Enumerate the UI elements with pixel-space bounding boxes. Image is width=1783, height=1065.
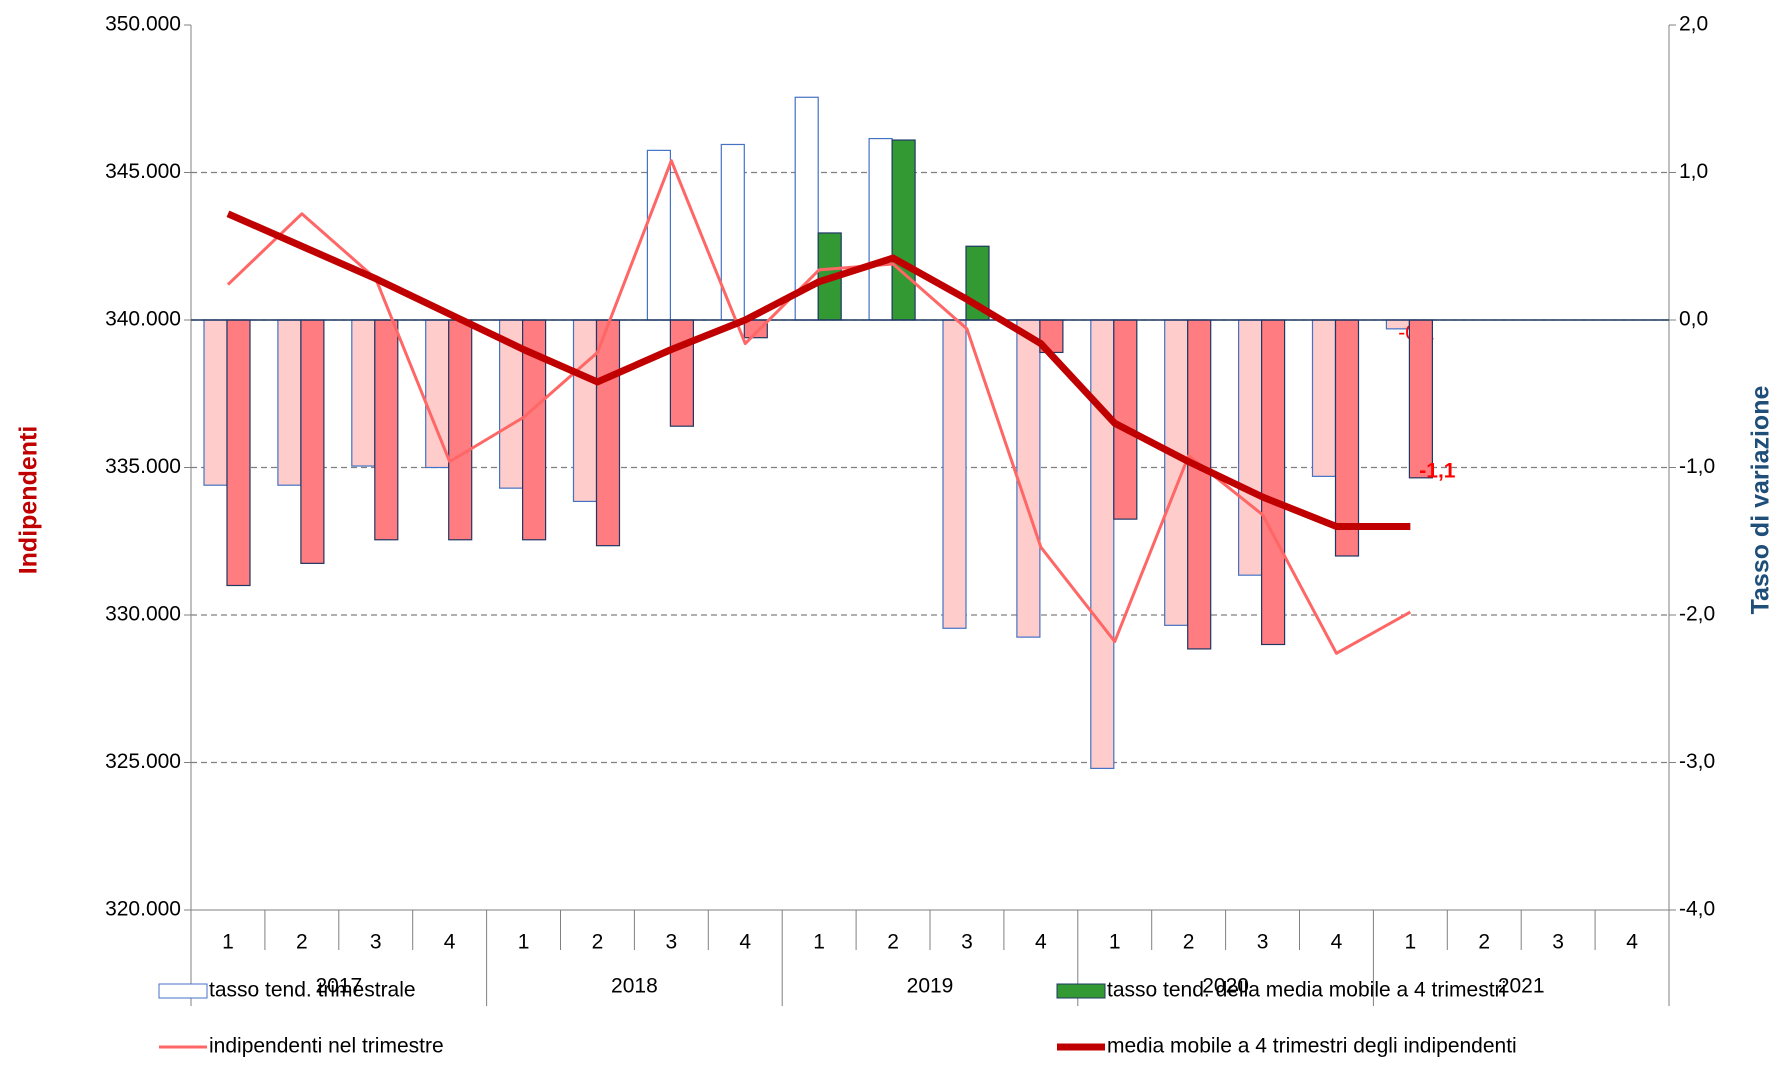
- y2-tick-label: 2,0: [1679, 13, 1708, 36]
- bar: [669, 319, 695, 427]
- y-tick-label: 345.000: [105, 160, 181, 183]
- y-tick-label: 325.000: [105, 750, 181, 773]
- year-label: 2020: [1202, 975, 1249, 998]
- bar: [1408, 319, 1434, 479]
- x-tick-label: 1: [222, 931, 234, 954]
- legend-swatch: [158, 983, 208, 999]
- bar: [572, 319, 598, 503]
- y2-tick-label: -2,0: [1679, 603, 1715, 626]
- year-label: 2018: [611, 975, 658, 998]
- x-tick-label: 4: [444, 931, 456, 954]
- bar: [277, 319, 302, 486]
- legend-label: tasso tend. trimestrale: [209, 979, 416, 1002]
- y2-tick-label: 1,0: [1679, 160, 1708, 183]
- bar: [595, 319, 621, 547]
- x-tick-label: 2: [592, 931, 604, 954]
- y2-axis-label: Tasso di variazione: [1747, 386, 1775, 615]
- bar: [374, 319, 399, 541]
- bar: [1164, 319, 1189, 626]
- x-tick-label: 4: [1626, 931, 1638, 954]
- x-tick-label: 3: [370, 931, 382, 954]
- x-tick-label: 4: [1035, 931, 1047, 954]
- x-tick-label: 3: [1552, 931, 1564, 954]
- bar: [891, 139, 916, 321]
- bar: [1237, 319, 1263, 576]
- y2-tick-label: -4,0: [1679, 898, 1715, 921]
- x-tick-label: 2: [1183, 931, 1195, 954]
- bar: [1113, 319, 1138, 520]
- legend-label: indipendenti nel trimestre: [209, 1035, 444, 1058]
- y-tick-label: 330.000: [105, 603, 181, 626]
- x-tick-label: 3: [666, 931, 678, 954]
- bar: [1016, 319, 1041, 638]
- x-tick-label: 3: [1257, 931, 1269, 954]
- x-tick-label: 1: [1109, 931, 1121, 954]
- bar: [1187, 319, 1212, 650]
- bar: [351, 319, 376, 467]
- bar: [300, 319, 325, 564]
- y-axis-label: Indipendenti: [15, 426, 43, 575]
- bar: [425, 319, 450, 469]
- bar: [226, 319, 251, 587]
- x-tick-label: 3: [961, 931, 973, 954]
- x-tick-label: 4: [1331, 931, 1343, 954]
- x-tick-label: 2: [296, 931, 308, 954]
- line: [226, 210, 1411, 530]
- bar: [1260, 319, 1286, 646]
- value-label: -1,1: [1419, 460, 1456, 483]
- y-tick-label: 320.000: [105, 898, 181, 921]
- x-tick-label: 1: [1405, 931, 1417, 954]
- y-tick-label: 350.000: [105, 13, 181, 36]
- x-tick-label: 2: [1478, 931, 1490, 954]
- legend-swatch: [1056, 983, 1106, 999]
- y2-tick-label: -1,0: [1679, 455, 1715, 478]
- year-label: 2017: [315, 975, 362, 998]
- bar: [1334, 319, 1360, 557]
- bar: [203, 319, 228, 486]
- x-tick-label: 4: [739, 931, 751, 954]
- bar: [448, 319, 473, 541]
- year-label: 2019: [907, 975, 954, 998]
- y-tick-label: 335.000: [105, 455, 181, 478]
- legend-label: media mobile a 4 trimestri degli indipen…: [1107, 1035, 1517, 1058]
- x-tick-label: 1: [518, 931, 530, 954]
- legend-label: tasso tend. della media mobile a 4 trime…: [1107, 979, 1506, 1002]
- y2-tick-label: -3,0: [1679, 750, 1715, 773]
- y2-tick-label: 0,0: [1679, 308, 1708, 331]
- bar: [1311, 319, 1337, 477]
- bar: [1090, 319, 1115, 769]
- bar: [942, 319, 967, 629]
- x-tick-label: 2: [887, 931, 899, 954]
- y-tick-label: 340.000: [105, 308, 181, 331]
- bar: [868, 137, 893, 321]
- x-tick-label: 1: [813, 931, 825, 954]
- year-label: 2021: [1498, 975, 1545, 998]
